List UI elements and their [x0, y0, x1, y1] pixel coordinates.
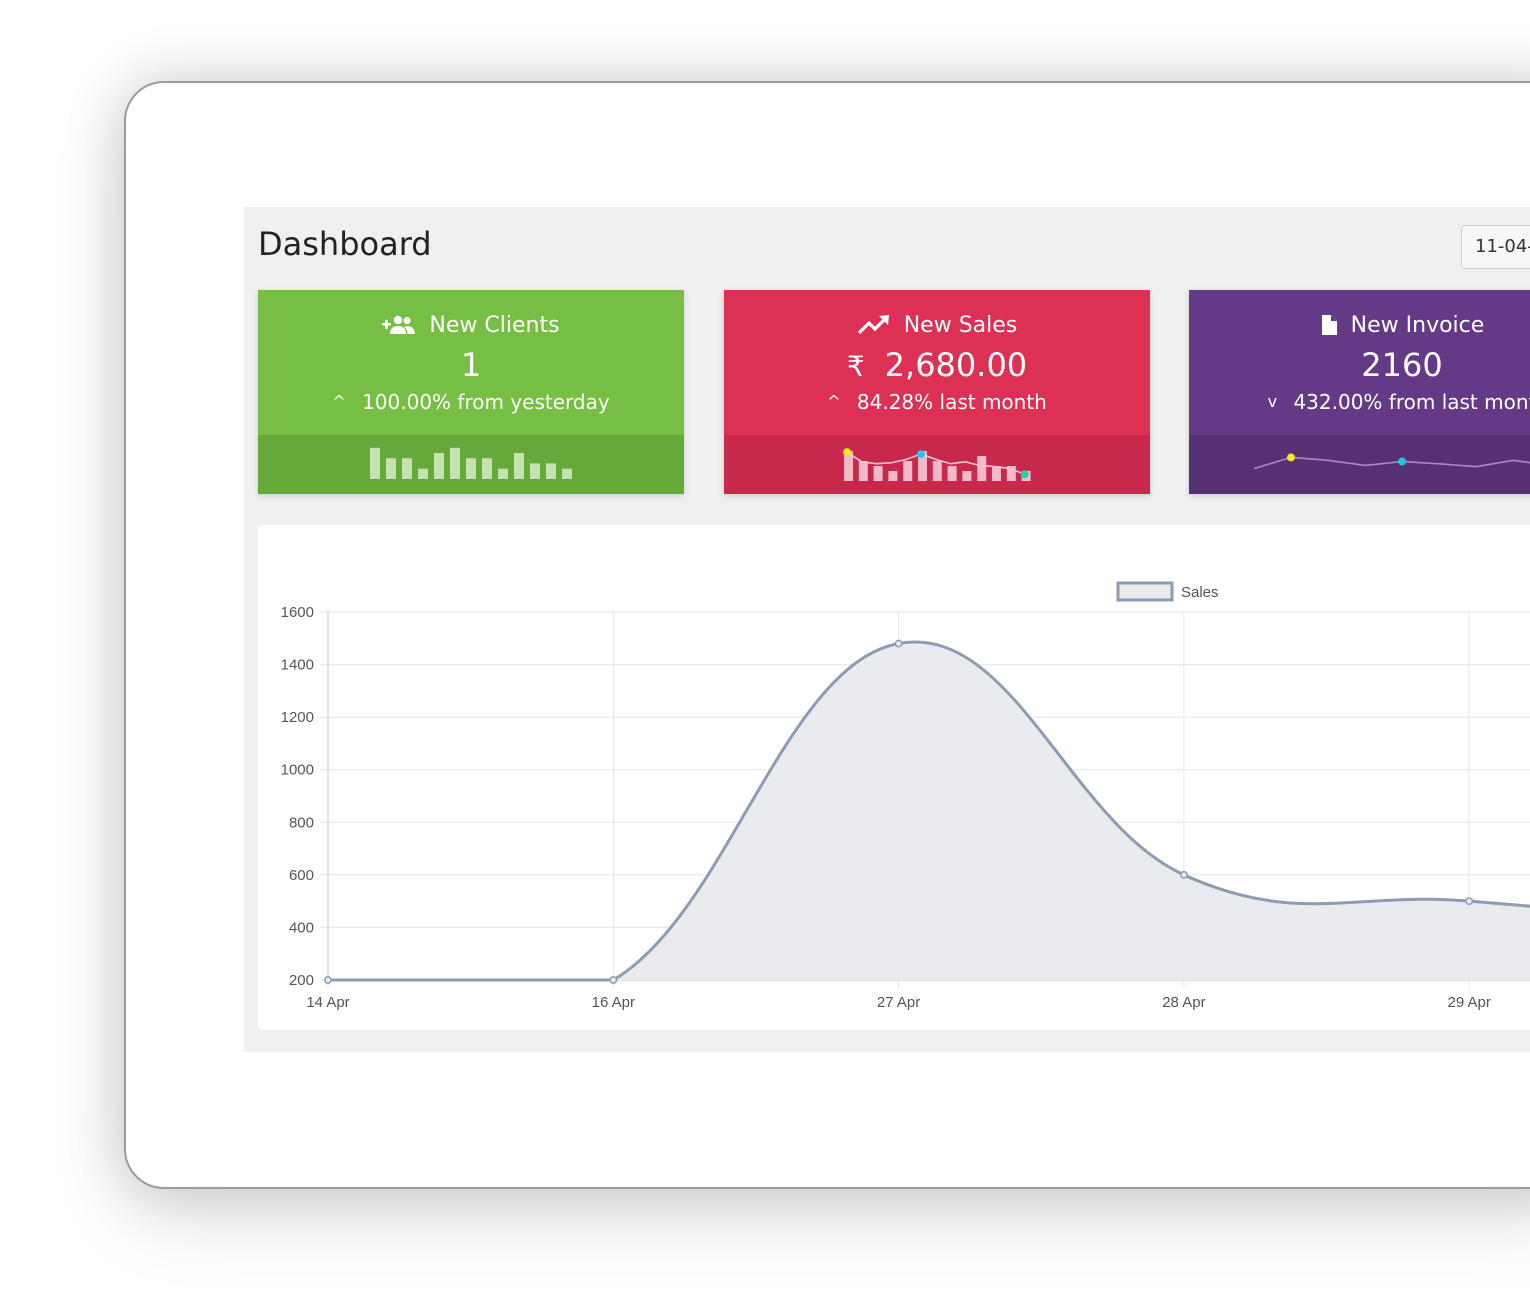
card-title: New Sales: [724, 313, 1150, 341]
spark-bar: [434, 453, 444, 479]
spark-bar: [562, 468, 572, 479]
spark-line: [846, 451, 1025, 476]
spark-bar: [450, 447, 460, 479]
x-tick-label: 28 Apr: [1162, 994, 1205, 1011]
spark-bar: [947, 466, 957, 481]
new-clients-card[interactable]: New Clients 1 ^ 100.00% from yesterday: [258, 290, 684, 494]
y-tick-label: 1400: [281, 657, 314, 674]
spark-dot: [1287, 453, 1295, 462]
spark-bar: [1006, 466, 1016, 481]
chevron-up-icon: ^: [332, 392, 346, 411]
card-top: New Clients 1 ^ 100.00% from yesterday: [258, 290, 684, 435]
card-top: New Invoice 2160 v 432.00% from last mon…: [1189, 290, 1530, 435]
y-tick-label: 200: [289, 972, 314, 989]
spark-bar: [482, 458, 492, 479]
spark-bar: [873, 466, 883, 481]
sales-area-chart: 200 400 600 800 1000 1200 1400 1600 14 Apr 16 Apr…: [281, 581, 1530, 1011]
sales-area-fill: [328, 642, 1530, 981]
spark-bar: [977, 456, 987, 481]
spark-bar: [418, 468, 428, 479]
card-change-text: 432.00% from last mont: [1293, 390, 1530, 414]
card-change-text: 100.00% from yesterday: [362, 390, 610, 414]
page-title: Dashboard: [258, 225, 432, 263]
spark-dot: [843, 448, 851, 457]
spark-dot: [1398, 457, 1406, 466]
spark-bar: [402, 458, 412, 479]
y-tick-label: 1600: [281, 604, 314, 621]
spark-dot: [917, 450, 925, 459]
clients-sparkline: [370, 447, 572, 479]
dashboard-screen: Dashboard 11-04- New Clients 1: [244, 207, 1530, 1052]
spark-bar: [466, 458, 476, 479]
new-sales-card[interactable]: New Sales ₹2,680.00 ^ 84.28% last month: [724, 290, 1150, 494]
document-icon: [1320, 315, 1338, 341]
spark-bar: [962, 471, 972, 481]
legend-label: Sales: [1181, 584, 1219, 601]
data-point: [1465, 897, 1474, 906]
sales-sparkline: [843, 448, 1031, 481]
card-change: ^ 84.28% last month: [724, 390, 1150, 414]
data-point: [324, 976, 332, 984]
card-value: 1: [460, 346, 482, 384]
x-tick-label: 29 Apr: [1448, 994, 1491, 1011]
spark-bar: [546, 463, 556, 479]
card-change: v 432.00% from last mont: [1189, 390, 1530, 414]
card-value: ₹2,680.00: [724, 346, 1150, 384]
spark-bar: [903, 461, 913, 481]
spark-bar: [844, 451, 853, 481]
spark-bar: [530, 463, 540, 479]
x-tick-label: 16 Apr: [592, 994, 635, 1011]
sales-chart-panel: 200 400 600 800 1000 1200 1400 1600 14 Apr 16 Apr…: [258, 525, 1530, 1030]
card-sparkline-area: [1189, 435, 1530, 494]
date-range-input[interactable]: 11-04-: [1461, 225, 1530, 269]
card-value: 2160: [1361, 346, 1443, 384]
y-tick-label: 800: [289, 814, 314, 831]
card-sparkline-area: [258, 435, 684, 494]
spark-line: [1253, 456, 1530, 470]
rupee-icon: ₹: [846, 350, 865, 383]
spark-bar: [386, 458, 396, 479]
spark-bar: [498, 468, 508, 479]
chevron-up-icon: ^: [827, 392, 841, 411]
card-top: New Sales ₹2,680.00 ^ 84.28% last month: [724, 290, 1150, 435]
card-title-text: New Invoice: [1350, 313, 1485, 338]
spark-bar: [370, 447, 380, 479]
y-tick-label: 400: [289, 919, 314, 936]
trending-up-icon: [857, 313, 891, 341]
card-title-text: New Sales: [903, 313, 1018, 338]
legend-swatch: [1116, 581, 1174, 602]
spark-bar: [992, 466, 1001, 481]
chevron-down-icon: v: [1267, 392, 1278, 411]
spark-bar: [514, 453, 524, 479]
card-title: New Clients: [258, 313, 684, 341]
user-plus-icon: [382, 315, 416, 341]
y-tick-label: 1000: [281, 762, 314, 779]
x-tick-label: 27 Apr: [877, 994, 920, 1011]
card-change: ^ 100.00% from yesterday: [258, 390, 684, 414]
spark-bar: [888, 471, 898, 481]
card-sparkline-area: [724, 435, 1150, 494]
x-tick-label: 14 Apr: [306, 994, 349, 1011]
spark-bar: [932, 461, 942, 481]
spark-dot: [1020, 470, 1029, 479]
y-tick-label: 600: [289, 867, 314, 884]
spark-bar: [858, 461, 868, 481]
data-point: [609, 976, 618, 984]
card-title-text: New Clients: [429, 313, 560, 338]
y-tick-label: 1200: [281, 709, 314, 726]
new-invoice-card[interactable]: New Invoice 2160 v 432.00% from last mon…: [1189, 290, 1530, 494]
data-point: [894, 639, 903, 648]
invoice-sparkline: [1253, 453, 1530, 470]
card-change-text: 84.28% last month: [856, 390, 1047, 414]
spark-bar: [918, 451, 927, 481]
card-value-text: 2,680.00: [884, 346, 1028, 384]
card-title: New Invoice: [1189, 313, 1530, 341]
data-point: [1179, 870, 1188, 879]
